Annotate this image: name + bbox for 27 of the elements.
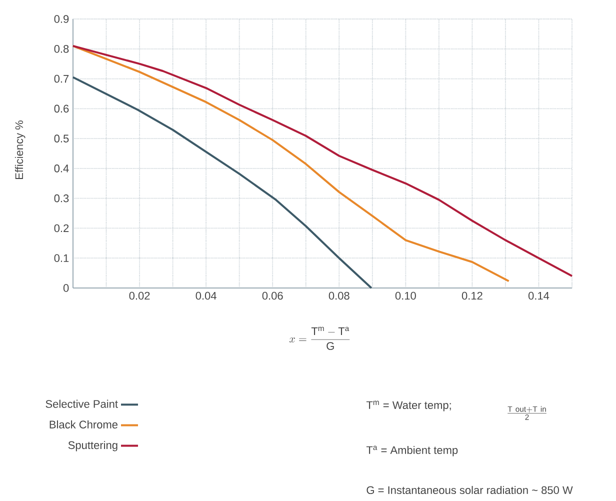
y-tick-label: 0.4 bbox=[54, 164, 69, 172]
y-tick-label: 0.1 bbox=[54, 254, 69, 262]
text: $\frac{\mathrm{T\ out + T\ in}}{\mathrm{2}}$ bbox=[508, 406, 546, 420]
x-axis-title: $x = \frac{\mathrm{T^{m} - T^{a}}}{\mathrm{G}}$ bbox=[290, 326, 350, 350]
y-tick-label: 0.2 bbox=[54, 224, 69, 232]
x-tick-label: 0.12 bbox=[462, 292, 482, 300]
y-tick-label: 0.5 bbox=[54, 134, 69, 142]
y-tick-label: 0.6 bbox=[54, 104, 69, 113]
line-series bbox=[72, 76, 372, 289]
x-tick-label: 0.14 bbox=[528, 292, 550, 300]
y-axis-title: Efficiency % bbox=[14, 120, 26, 179]
text: G = Instantaneous solar radiation ~ 850 W bbox=[366, 486, 573, 494]
legend-label: Sputtering bbox=[68, 440, 118, 452]
y-tick-label: 0.9 bbox=[54, 15, 69, 23]
legend-label: Black Chrome bbox=[50, 420, 118, 428]
legend-label: Selective Paint bbox=[46, 400, 118, 408]
x-tick-label: 0.02 bbox=[129, 292, 150, 300]
x-tick-label: 0.08 bbox=[328, 292, 350, 300]
text: T$^{a}$ = Ambient temp bbox=[366, 446, 458, 456]
y-tick-label: 0 bbox=[63, 284, 69, 292]
y-tick-label: 0.8 bbox=[54, 44, 69, 53]
x-tick-label: 0.06 bbox=[262, 292, 283, 300]
text: T$^{m}$ = Water temp; bbox=[366, 400, 451, 412]
y-tick-label: 0.3 bbox=[54, 194, 69, 202]
x-tick-label: 0.04 bbox=[196, 292, 216, 300]
y-tick-label: 0.7 bbox=[54, 74, 69, 83]
x-tick-label: 0.10 bbox=[395, 292, 416, 300]
